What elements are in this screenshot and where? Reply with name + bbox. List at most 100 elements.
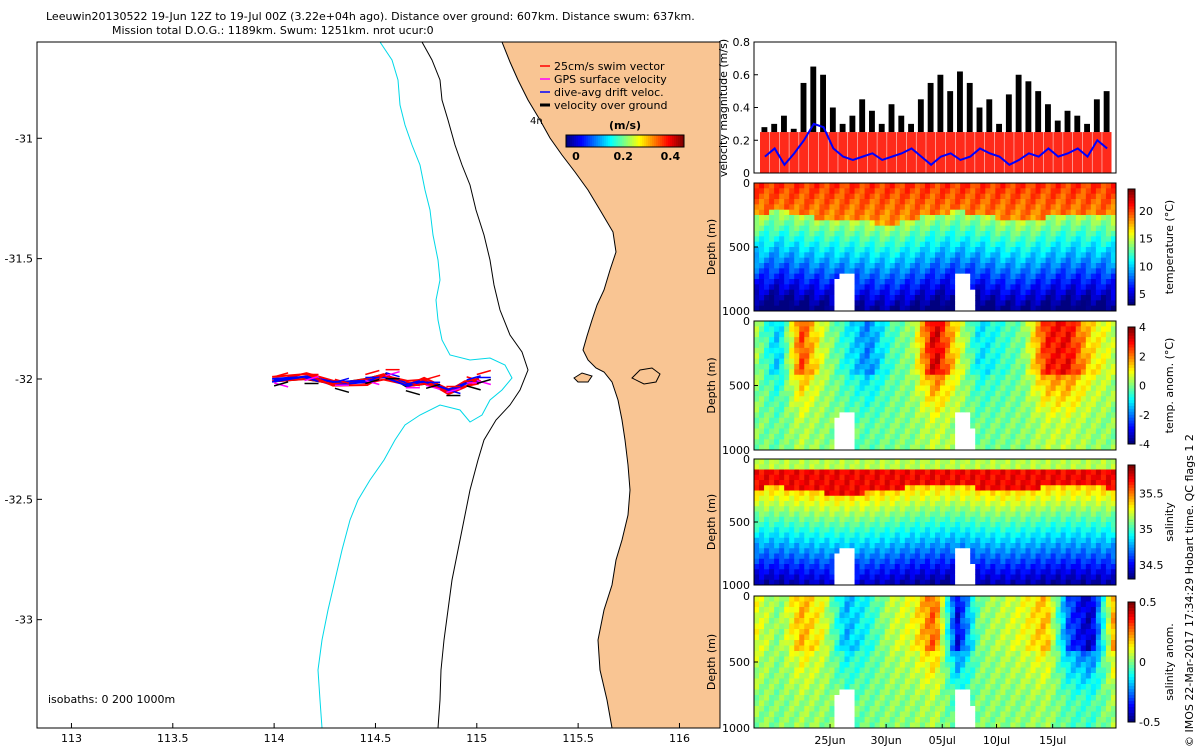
heatmap-cell bbox=[1050, 247, 1057, 253]
heatmap-cell bbox=[779, 506, 785, 512]
colorbar-cell bbox=[1128, 276, 1135, 280]
heatmap-cell bbox=[1000, 300, 1006, 307]
heatmap-cell bbox=[854, 279, 860, 285]
heatmap-cell bbox=[819, 369, 825, 376]
heatmap-cell bbox=[754, 374, 760, 381]
heatmap-cell bbox=[1100, 231, 1107, 237]
heatmap-cell bbox=[1070, 252, 1077, 259]
heatmap-cell bbox=[1080, 188, 1087, 195]
heatmap-cell bbox=[965, 183, 971, 189]
heatmap-cell bbox=[799, 257, 805, 264]
heatmap-cell bbox=[864, 374, 871, 381]
heatmap-cell bbox=[829, 532, 835, 539]
heatmap-cell bbox=[1110, 358, 1117, 365]
heatmap-cell bbox=[894, 284, 901, 291]
heatmap-cell bbox=[1010, 380, 1016, 386]
heatmap-cell bbox=[809, 532, 815, 539]
heatmap-cell bbox=[884, 231, 891, 237]
heatmap-cell bbox=[935, 353, 941, 360]
heatmap-cell bbox=[1005, 369, 1011, 376]
heatmap-cell bbox=[854, 364, 860, 370]
heatmap-cell bbox=[980, 300, 986, 307]
heatmap-cell bbox=[879, 380, 886, 386]
heatmap-cell bbox=[869, 225, 876, 232]
heatmap-cell bbox=[869, 268, 876, 275]
heatmap-cell bbox=[904, 390, 911, 397]
heatmap-cell bbox=[924, 574, 931, 581]
heatmap-cell bbox=[774, 569, 780, 575]
heatmap-cell bbox=[859, 358, 866, 365]
heatmap-cell bbox=[814, 390, 820, 397]
heatmap-cell bbox=[945, 464, 951, 470]
heatmap-cell bbox=[854, 374, 860, 381]
heatmap-cell bbox=[995, 374, 1001, 381]
heatmap-cell bbox=[874, 183, 881, 189]
heatmap-cell bbox=[904, 295, 911, 301]
heatmap-cell bbox=[1100, 417, 1107, 424]
heatmap-cell bbox=[1025, 300, 1031, 307]
heatmap-cell bbox=[789, 569, 795, 575]
heatmap-cell bbox=[1110, 380, 1117, 386]
heatmap-cell bbox=[1075, 385, 1082, 392]
heatmap-cell bbox=[779, 407, 785, 413]
heatmap-cell bbox=[950, 369, 956, 376]
heatmap-cell bbox=[864, 279, 871, 285]
heatmap-cell bbox=[804, 305, 810, 312]
heatmap-cell bbox=[1085, 347, 1092, 354]
heatmap-cell bbox=[914, 522, 921, 528]
heatmap-cell bbox=[935, 527, 941, 533]
heatmap-cell bbox=[884, 199, 891, 205]
colorbar-cell bbox=[626, 135, 629, 147]
heatmap-cell bbox=[924, 490, 931, 497]
heatmap-cell bbox=[764, 522, 770, 528]
heatmap-cell bbox=[849, 374, 855, 381]
heatmap-cell bbox=[1010, 396, 1016, 403]
heatmap-cell bbox=[849, 289, 855, 296]
heatmap-cell bbox=[1105, 215, 1112, 221]
heatmap-cell bbox=[975, 247, 981, 253]
heatmap-cell bbox=[975, 574, 981, 581]
heatmap-cell bbox=[759, 490, 765, 497]
heatmap-cell bbox=[864, 342, 871, 349]
heatmap-cell bbox=[809, 558, 815, 565]
heatmap-cell bbox=[935, 407, 941, 413]
heatmap-cell bbox=[869, 263, 876, 269]
heatmap-cell bbox=[884, 188, 891, 195]
heatmap-cell bbox=[945, 574, 951, 581]
swim-bar bbox=[1053, 132, 1063, 173]
heatmap-cell bbox=[1010, 347, 1016, 354]
heatmap-cell bbox=[879, 268, 886, 275]
heatmap-cell bbox=[955, 532, 961, 539]
heatmap-cell bbox=[929, 300, 936, 307]
heatmap-cell bbox=[809, 569, 815, 575]
heatmap-cell bbox=[889, 469, 896, 476]
heatmap-cell bbox=[1100, 257, 1107, 264]
heatmap-cell bbox=[754, 209, 760, 216]
heatmap-cell bbox=[985, 380, 991, 386]
heatmap-cell bbox=[965, 511, 971, 518]
heatmap-cell bbox=[985, 444, 991, 451]
heatmap-cell bbox=[919, 326, 926, 333]
heatmap-cell bbox=[1010, 412, 1016, 419]
heatmap-cell bbox=[874, 428, 881, 435]
heatmap-cell bbox=[864, 257, 871, 264]
heatmap-cell bbox=[924, 220, 931, 227]
heatmap-cell bbox=[859, 527, 866, 533]
heatmap-cell bbox=[1055, 289, 1062, 296]
heatmap-cell bbox=[899, 564, 906, 570]
heatmap-cell bbox=[1095, 358, 1102, 365]
heatmap-cell bbox=[889, 358, 896, 365]
heatmap-cell bbox=[1005, 199, 1011, 205]
heatmap-cell bbox=[894, 558, 901, 565]
heatmap-cell bbox=[1040, 417, 1047, 424]
heatmap-cell bbox=[794, 433, 800, 440]
heatmap-cell bbox=[1080, 209, 1087, 216]
heatmap-cell bbox=[980, 236, 986, 243]
heatmap-cell bbox=[1075, 380, 1082, 386]
heatmap-cell bbox=[819, 579, 825, 586]
heatmap-cell bbox=[874, 469, 881, 476]
heatmap-cell bbox=[929, 252, 936, 259]
heatmap-cell bbox=[919, 204, 926, 211]
heatmap-cell bbox=[754, 495, 760, 502]
